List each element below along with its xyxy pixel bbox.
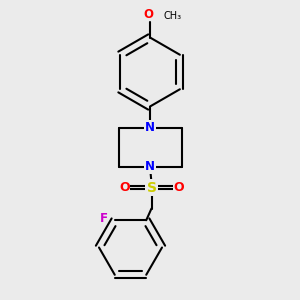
Text: CH₃: CH₃ — [164, 11, 181, 21]
Text: S: S — [146, 181, 157, 194]
Text: F: F — [100, 212, 108, 225]
Text: N: N — [145, 160, 155, 173]
Text: O: O — [143, 8, 154, 21]
Text: O: O — [173, 181, 184, 194]
Text: O: O — [119, 181, 130, 194]
Text: N: N — [145, 121, 155, 134]
